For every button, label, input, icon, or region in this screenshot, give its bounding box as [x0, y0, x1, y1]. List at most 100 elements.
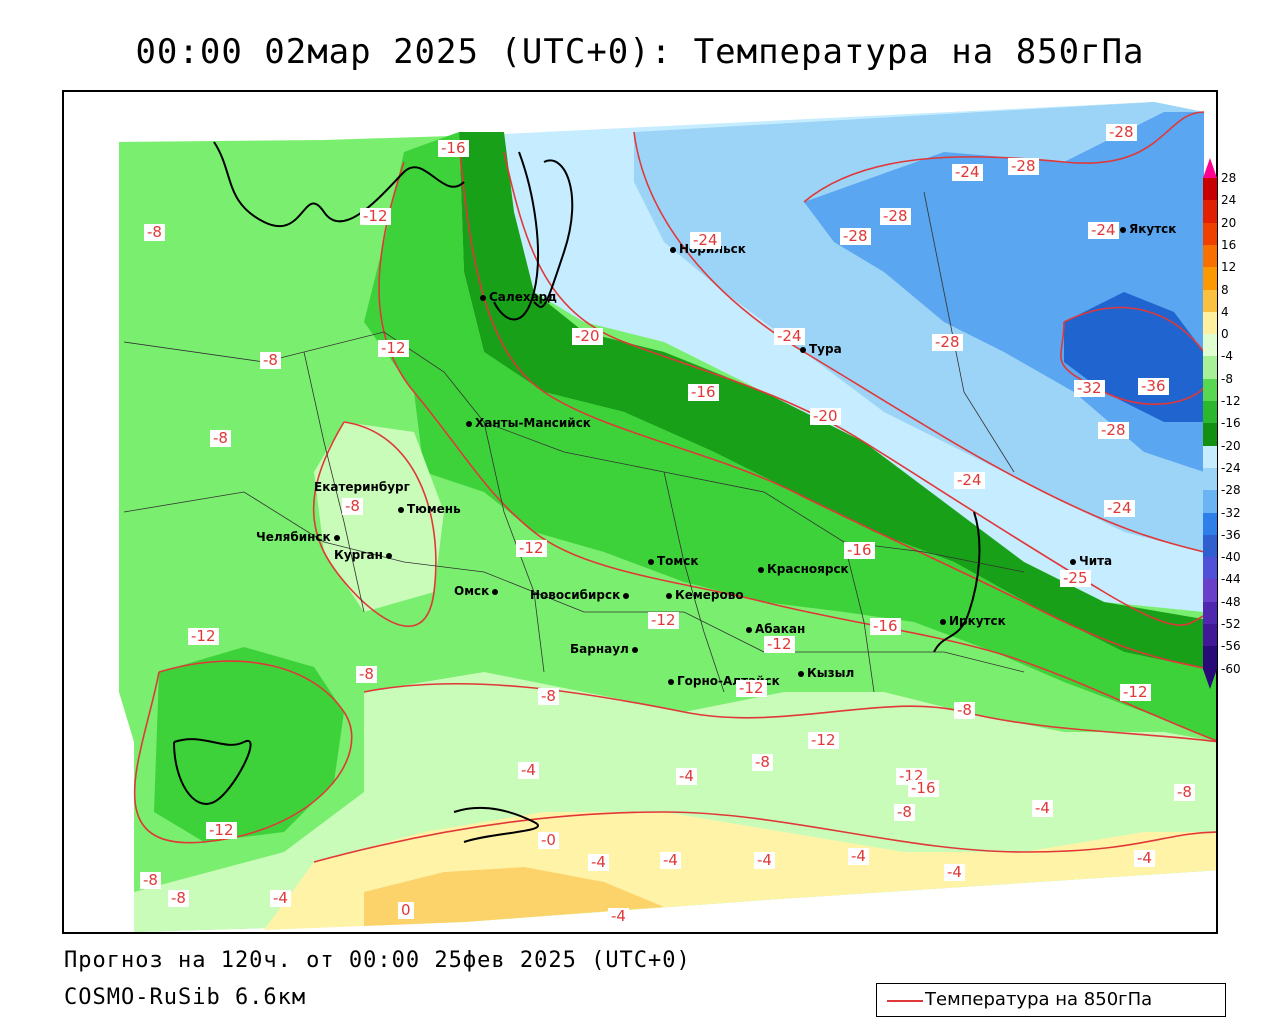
scale-tick-label: -44	[1221, 572, 1241, 587]
contour-label: -16	[438, 140, 469, 157]
contour-label: -8	[140, 872, 161, 889]
scale-band	[1203, 267, 1217, 290]
scale-tick-label: -56	[1221, 639, 1241, 654]
contour-label: -0	[538, 832, 559, 849]
city-chita: Чита	[1070, 554, 1112, 568]
legend-line-swatch	[887, 1000, 923, 1002]
contour-label: -8	[894, 804, 915, 821]
city-kurgan: Курган	[334, 548, 395, 562]
city-barnaul: Барнаул	[570, 642, 641, 656]
scale-tick-label: 12	[1221, 260, 1237, 275]
contour-label: -12	[188, 628, 219, 645]
scale-tick-label: 8	[1221, 282, 1229, 297]
scale-band	[1203, 178, 1217, 201]
contour-label: -28	[880, 208, 911, 225]
scale-tick-label: -8	[1221, 371, 1233, 386]
city-marker	[798, 670, 804, 677]
scale-tick-label: -28	[1221, 483, 1241, 498]
color-scale	[1203, 158, 1217, 689]
city-salekhard: Салехард	[480, 290, 557, 304]
contour-label: -12	[206, 822, 237, 839]
city-yakutsk: Якутск	[1120, 222, 1176, 236]
scale-tick-label: -48	[1221, 594, 1241, 609]
contour-label: -12	[360, 208, 391, 225]
scale-tick-label: -60	[1221, 661, 1241, 676]
temperature-map: Норильск Якутск Салехард Тура Ханты-Манс…	[62, 90, 1218, 934]
city-marker	[466, 420, 472, 427]
contour-label: -8	[342, 498, 363, 515]
city-chelyabinsk: Челябинск	[256, 530, 343, 544]
contour-label: -4	[588, 854, 609, 871]
contour-label: -8	[210, 430, 231, 447]
city-abakan: Абакан	[746, 622, 805, 636]
city-marker	[800, 346, 806, 353]
contour-label: -16	[844, 542, 875, 559]
contour-label: -24	[774, 328, 805, 345]
scale-band	[1203, 289, 1217, 313]
scale-tick-label: -36	[1221, 527, 1241, 542]
contour-label: -4	[608, 908, 629, 925]
scale-tick-label: 0	[1221, 327, 1229, 342]
scale-band	[1203, 467, 1217, 491]
contour-label: -8	[752, 754, 773, 771]
city-novosibirsk: Новосибирск	[530, 588, 632, 602]
contour-label: 0	[398, 902, 414, 919]
city-marker	[333, 534, 340, 541]
contour-label: -24	[1104, 500, 1135, 517]
contour-label: -28	[1098, 422, 1129, 439]
scale-tick-label: -24	[1221, 460, 1241, 475]
city-marker	[623, 592, 630, 599]
contour-label: -4	[518, 762, 539, 779]
band-dark-blue	[1064, 292, 1204, 422]
contour-label: -4	[270, 890, 291, 907]
contour-label: -12	[648, 612, 679, 629]
scale-band	[1203, 445, 1217, 469]
scale-band	[1203, 311, 1217, 335]
model-name: COSMO-RuSib 6.6км	[64, 985, 307, 1010]
city-marker	[670, 246, 676, 253]
scale-tick-label: -20	[1221, 438, 1241, 453]
city-marker	[940, 618, 946, 625]
scale-arrow-down	[1203, 668, 1217, 689]
city-marker	[648, 558, 654, 565]
city-marker	[631, 646, 638, 653]
contour-label: -16	[870, 618, 901, 635]
forecast-info: Прогноз на 120ч. от 00:00 25фев 2025 (UT…	[64, 948, 691, 973]
city-marker	[385, 552, 392, 559]
contour-label: -8	[144, 224, 165, 241]
scale-band	[1203, 222, 1217, 246]
city-marker	[1120, 226, 1126, 233]
contour-label: -4	[754, 852, 775, 869]
city-yekaterinburg: Екатеринбург	[314, 480, 410, 494]
scale-band	[1203, 423, 1217, 447]
scale-band	[1203, 401, 1217, 424]
band-green-southwest	[154, 647, 344, 842]
contour-label: -12	[764, 636, 795, 653]
contour-label: -8	[260, 352, 281, 369]
scale-band	[1203, 646, 1217, 670]
contour-label: -16	[908, 780, 939, 797]
scale-band	[1203, 200, 1217, 224]
contour-label: -16	[688, 384, 719, 401]
contour-label: -24	[1088, 222, 1119, 239]
map-title: 00:00 02мар 2025 (UTC+0): Температура на…	[135, 32, 1145, 72]
contour-label: -28	[840, 228, 871, 245]
city-marker	[398, 506, 404, 513]
contour-label: -4	[676, 768, 697, 785]
contour-label: -8	[356, 666, 377, 683]
scale-tick-label: -12	[1221, 394, 1241, 408]
scale-band	[1203, 534, 1217, 558]
isotherm-lines	[133, 111, 1216, 863]
contour-label: -12	[378, 340, 409, 357]
band-green	[364, 132, 1216, 741]
scale-tick-label: 20	[1221, 215, 1237, 230]
band-yellow	[364, 867, 664, 926]
scale-band	[1203, 601, 1217, 625]
scale-band	[1203, 624, 1217, 647]
scale-tick-label: 24	[1221, 193, 1237, 208]
scale-band	[1203, 490, 1217, 513]
contour-label: -25	[1060, 570, 1091, 587]
contour-label: -20	[572, 328, 603, 345]
city-tyumen: Тюмень	[398, 502, 461, 516]
city-kemerovo: Кемерово	[666, 588, 744, 602]
